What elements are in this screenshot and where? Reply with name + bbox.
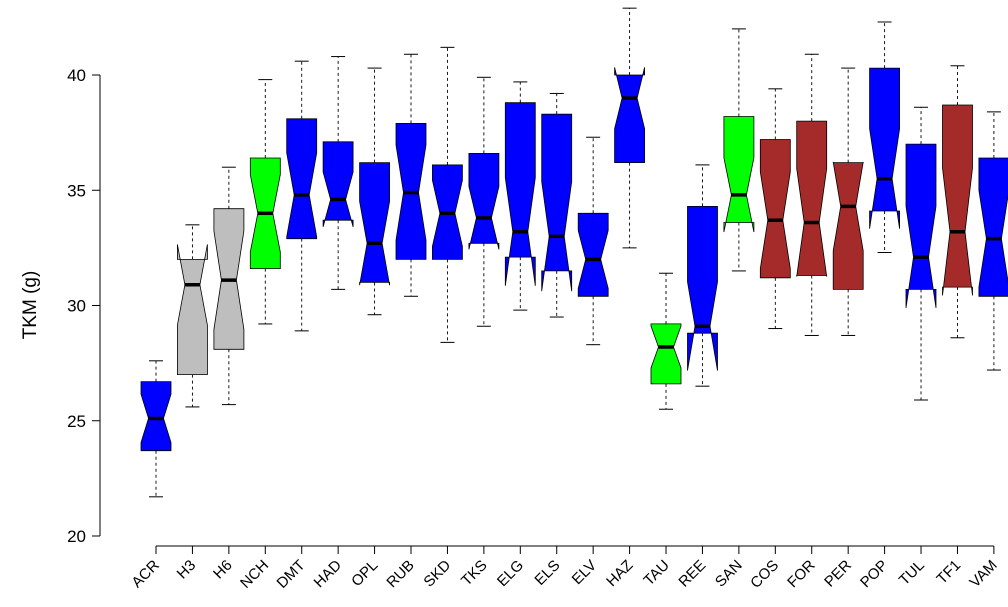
box-tks (468, 76, 500, 327)
box-haz (614, 7, 645, 249)
box-body (832, 161, 864, 290)
box-body (796, 120, 828, 277)
box-body (468, 152, 500, 250)
box-body (942, 104, 973, 296)
box-body (650, 323, 682, 385)
box-els (541, 92, 573, 318)
box-tf1 (942, 65, 973, 339)
x-tick-label: SKD (420, 557, 454, 591)
box-body (286, 118, 318, 240)
box-body (869, 67, 900, 229)
x-tick-label: TUL (896, 557, 928, 589)
box-body (504, 102, 536, 286)
box-body (759, 139, 791, 279)
x-tick-label: H6 (210, 557, 236, 583)
x-tick-label: OPL (348, 557, 381, 590)
box-tul (905, 106, 937, 401)
box-body (541, 113, 573, 292)
box-acr (140, 360, 172, 498)
x-tick-label: TAU (640, 557, 672, 589)
box-body (905, 143, 937, 308)
x-tick-label: REE (675, 557, 709, 591)
x-tick-label: TF1 (933, 557, 964, 588)
box-cos (759, 88, 791, 330)
box-body (322, 141, 354, 228)
box-elg (504, 81, 536, 311)
x-tick-label: DMT (274, 557, 309, 592)
x-tick-label: POP (857, 557, 891, 591)
box-ree (687, 164, 718, 387)
x-tick-label: PER (821, 557, 855, 591)
box-nch (249, 79, 281, 325)
box-body (723, 116, 755, 233)
box-opl (359, 67, 391, 316)
x-tick-label: ACR (128, 557, 163, 592)
box-h3 (176, 224, 208, 408)
box-h6 (213, 166, 245, 406)
box-body (577, 212, 609, 297)
y-tick-label: 25 (67, 412, 86, 431)
x-tick-label: TKS (458, 557, 491, 590)
box-pop (869, 21, 900, 253)
y-axis-label: TKM (g) (20, 271, 41, 340)
box-body (140, 381, 172, 452)
box-vam (978, 111, 1008, 371)
box-san (723, 28, 755, 272)
x-tick-label: COS (747, 557, 782, 592)
box-had (322, 56, 354, 290)
box-per (832, 67, 864, 336)
x-axis: ACR H3 H6 NCH DMT HAD OPL RUB SKD TKS ELG ELS ELV HAZ… (128, 545, 1001, 592)
x-tick-label: HAD (311, 557, 346, 592)
box-series (140, 7, 1008, 498)
box-rub (395, 53, 427, 297)
box-dmt (286, 60, 318, 332)
y-tick-label: 40 (67, 66, 86, 85)
box-elv (577, 136, 609, 346)
x-tick-label: NCH (237, 557, 272, 592)
x-tick-label: ELG (494, 557, 527, 590)
y-tick-label: 30 (67, 297, 86, 316)
x-tick-label: VAM (966, 557, 1000, 591)
x-tick-label: HAZ (603, 557, 636, 590)
box-tau (650, 272, 682, 410)
x-tick-label: RUB (383, 557, 417, 591)
x-tick-label: FOR (784, 557, 819, 592)
box-body (176, 244, 208, 376)
box-for (796, 53, 828, 336)
x-tick-label: ELS (531, 557, 563, 589)
x-tick-label: ELV (569, 557, 600, 588)
y-tick-label: 35 (67, 181, 86, 200)
x-tick-label: SAN (712, 557, 746, 591)
box-body (614, 67, 645, 164)
x-tick-label: H3 (174, 557, 200, 583)
y-tick-label: 20 (67, 527, 86, 546)
box-body (978, 157, 1008, 297)
box-body (359, 162, 391, 286)
y-axis: 20 25 30 35 40 (67, 66, 101, 546)
box-skd (431, 46, 463, 343)
box-body (687, 205, 718, 371)
